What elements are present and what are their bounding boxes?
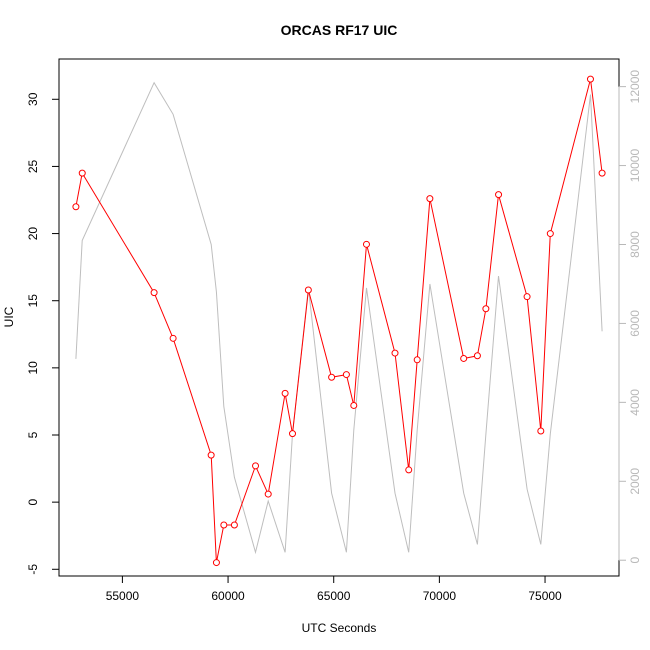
uic-data-point	[546, 230, 554, 238]
uic-data-point	[405, 466, 413, 474]
uic-series-line	[75, 78, 603, 563]
uic-data-point	[350, 401, 358, 409]
uic-data-point	[281, 389, 289, 397]
y-left-tick-label: 5	[26, 431, 40, 438]
uic-data-point	[362, 240, 370, 248]
uic-data-point	[78, 169, 86, 177]
uic-data-point	[523, 293, 531, 301]
y-left-tick-label: 10	[26, 361, 40, 375]
uic-data-point	[537, 427, 545, 435]
y-right-tick-label: 6000	[628, 310, 642, 337]
y-right-tick-label: 0	[628, 557, 642, 564]
uic-data-point	[252, 462, 260, 470]
y-axis-right: 0 2000 4000 6000 8000 10000 12000	[618, 70, 642, 564]
x-tick-label: 70000	[423, 589, 457, 603]
x-axis: 55000 60000 65000 70000 75000	[106, 575, 562, 603]
uic-data-point	[328, 373, 336, 381]
y-left-tick-label: 30	[26, 92, 40, 106]
uic-data-point	[220, 521, 228, 529]
y-right-tick-label: 2000	[628, 468, 642, 495]
uic-data-point	[342, 371, 350, 379]
y-right-tick-label: 10000	[628, 149, 642, 183]
uic-data-point	[413, 356, 421, 364]
secondary-series-line	[75, 81, 603, 555]
y-axis-label: UIC	[2, 306, 16, 327]
y-right-tick-label: 8000	[628, 231, 642, 258]
uic-data-point	[391, 349, 399, 357]
uic-data-point	[169, 334, 177, 342]
uic-data-point	[473, 352, 481, 360]
x-axis-label: UTC Seconds	[302, 621, 377, 635]
uic-data-point	[230, 521, 238, 529]
y-left-tick-label: 15	[26, 294, 40, 308]
x-tick-label: 55000	[106, 589, 140, 603]
uic-data-point	[426, 195, 434, 203]
x-tick-label: 75000	[528, 589, 562, 603]
uic-data-point	[460, 354, 468, 362]
chart-title: ORCAS RF17 UIC	[281, 22, 398, 38]
uic-data-point	[72, 203, 80, 211]
x-tick-label: 60000	[211, 589, 245, 603]
x-tick-label: 65000	[317, 589, 351, 603]
y-left-tick-label: -5	[26, 564, 40, 575]
y-right-tick-label: 12000	[628, 70, 642, 104]
y-left-tick-label: 0	[26, 498, 40, 505]
y-axis-left: -5 0 5 10 15 20 25 30	[26, 92, 60, 575]
uic-data-point	[264, 490, 272, 498]
y-left-tick-label: 25	[26, 159, 40, 173]
uic-data-point	[482, 305, 490, 313]
uic-data-point	[289, 430, 297, 438]
uic-data-point	[598, 169, 606, 177]
uic-data-point	[495, 191, 503, 199]
uic-data-point	[150, 289, 158, 297]
uic-data-point	[212, 559, 220, 567]
uic-data-point	[586, 75, 594, 83]
y-left-tick-label: 20	[26, 227, 40, 241]
uic-data-point	[207, 451, 215, 459]
uic-data-point	[304, 286, 312, 294]
y-right-tick-label: 4000	[628, 389, 642, 416]
series-layer	[72, 75, 606, 567]
